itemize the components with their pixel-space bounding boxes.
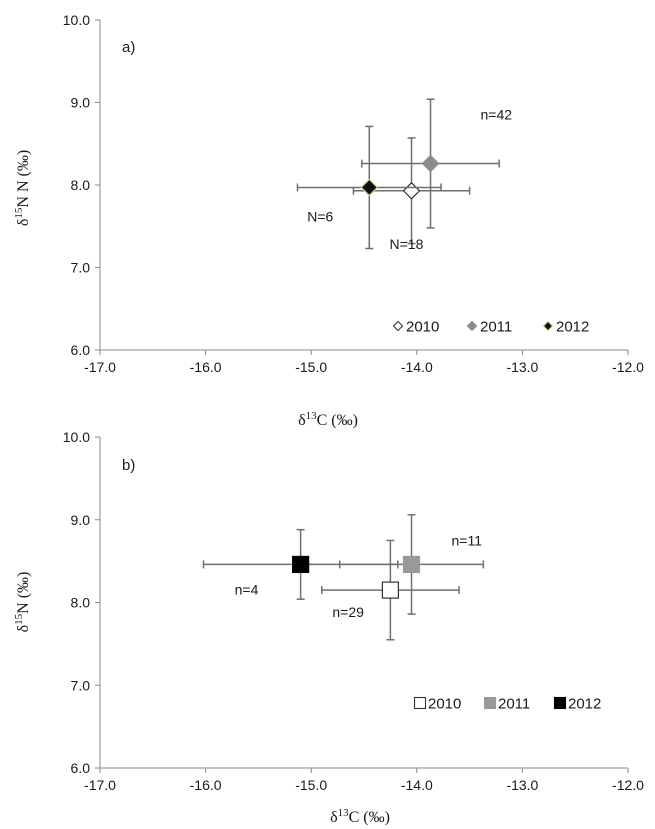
y-tick-label: 10.0 — [63, 429, 90, 445]
sample-size-label-2010: n=29 — [332, 604, 364, 620]
sample-size-label-2011: n=42 — [481, 107, 513, 123]
legend-label-2011: 2011 — [498, 696, 530, 713]
y-tick-label: 10.0 — [63, 12, 90, 28]
legend-label-2010: 2010 — [406, 319, 439, 336]
x-tick-label: -13.0 — [506, 359, 538, 375]
sample-size-label-2012: n=4 — [235, 581, 259, 597]
y-axis-title: δ15N (‰) — [13, 572, 32, 633]
chart-panel-a: 6.0 7.0 8.0 9.0 10.0 -17.0 -16.0 -15.0 -14.0 -13.… — [13, 12, 644, 429]
sample-size-label-2012: N=6 — [307, 208, 333, 224]
legend-marker-2011 — [466, 320, 478, 332]
y-axis-title: δ15N N (‰) — [13, 150, 32, 226]
x-tick-label: -12.0 — [612, 359, 644, 375]
x-axis-title: δ13C (‰) — [330, 807, 390, 826]
point-2010 — [381, 581, 399, 599]
y-tick-label: 9.0 — [71, 95, 91, 111]
point-2010 — [402, 181, 421, 200]
legend-marker-2012 — [542, 320, 554, 332]
legend-marker-2011 — [483, 696, 497, 710]
x-tick-label: -16.0 — [190, 777, 222, 793]
sample-size-label-2010: N=18 — [390, 236, 424, 252]
y-tick-label: 7.0 — [71, 677, 91, 693]
x-tick-label: -14.0 — [401, 777, 433, 793]
legend-label-2011: 2011 — [480, 319, 512, 336]
y-tick-label: 6.0 — [71, 760, 91, 776]
y-tick-label: 9.0 — [71, 512, 91, 528]
legend-label-2012: 2012 — [556, 319, 589, 336]
sample-size-label-2011: n=11 — [452, 532, 483, 548]
y-tick-label: 6.0 — [71, 342, 91, 358]
x-tick-label: -15.0 — [295, 777, 327, 793]
x-tick-label: -13.0 — [506, 777, 538, 793]
legend-marker-2010 — [413, 696, 427, 710]
legend-label-2012: 2012 — [568, 696, 601, 713]
x-tick-label: -14.0 — [401, 359, 433, 375]
point-2011 — [421, 154, 440, 173]
x-tick-label: -12.0 — [612, 777, 644, 793]
panel-label: b) — [122, 457, 135, 474]
point-2011 — [402, 555, 421, 574]
x-tick-label: -17.0 — [84, 777, 116, 793]
y-tick-label: 7.0 — [71, 260, 91, 276]
x-tick-label: -16.0 — [190, 359, 222, 375]
legend-label-2010: 2010 — [428, 696, 461, 713]
x-tick-label: -15.0 — [295, 359, 327, 375]
legend-marker-2010 — [392, 320, 404, 332]
point-2012 — [360, 178, 379, 197]
point-2012 — [292, 555, 310, 574]
chart-panel-b: 6.0 7.0 8.0 9.0 10.0 -17.0 -16.0 -15.0 -14.0 -13.… — [13, 429, 644, 826]
panel-label: a) — [122, 39, 135, 56]
legend-marker-2012 — [553, 696, 567, 710]
x-tick-label: -17.0 — [84, 359, 116, 375]
y-tick-label: 8.0 — [71, 595, 91, 611]
x-axis-title: δ13C (‰) — [298, 410, 358, 429]
y-tick-label: 8.0 — [71, 177, 91, 193]
